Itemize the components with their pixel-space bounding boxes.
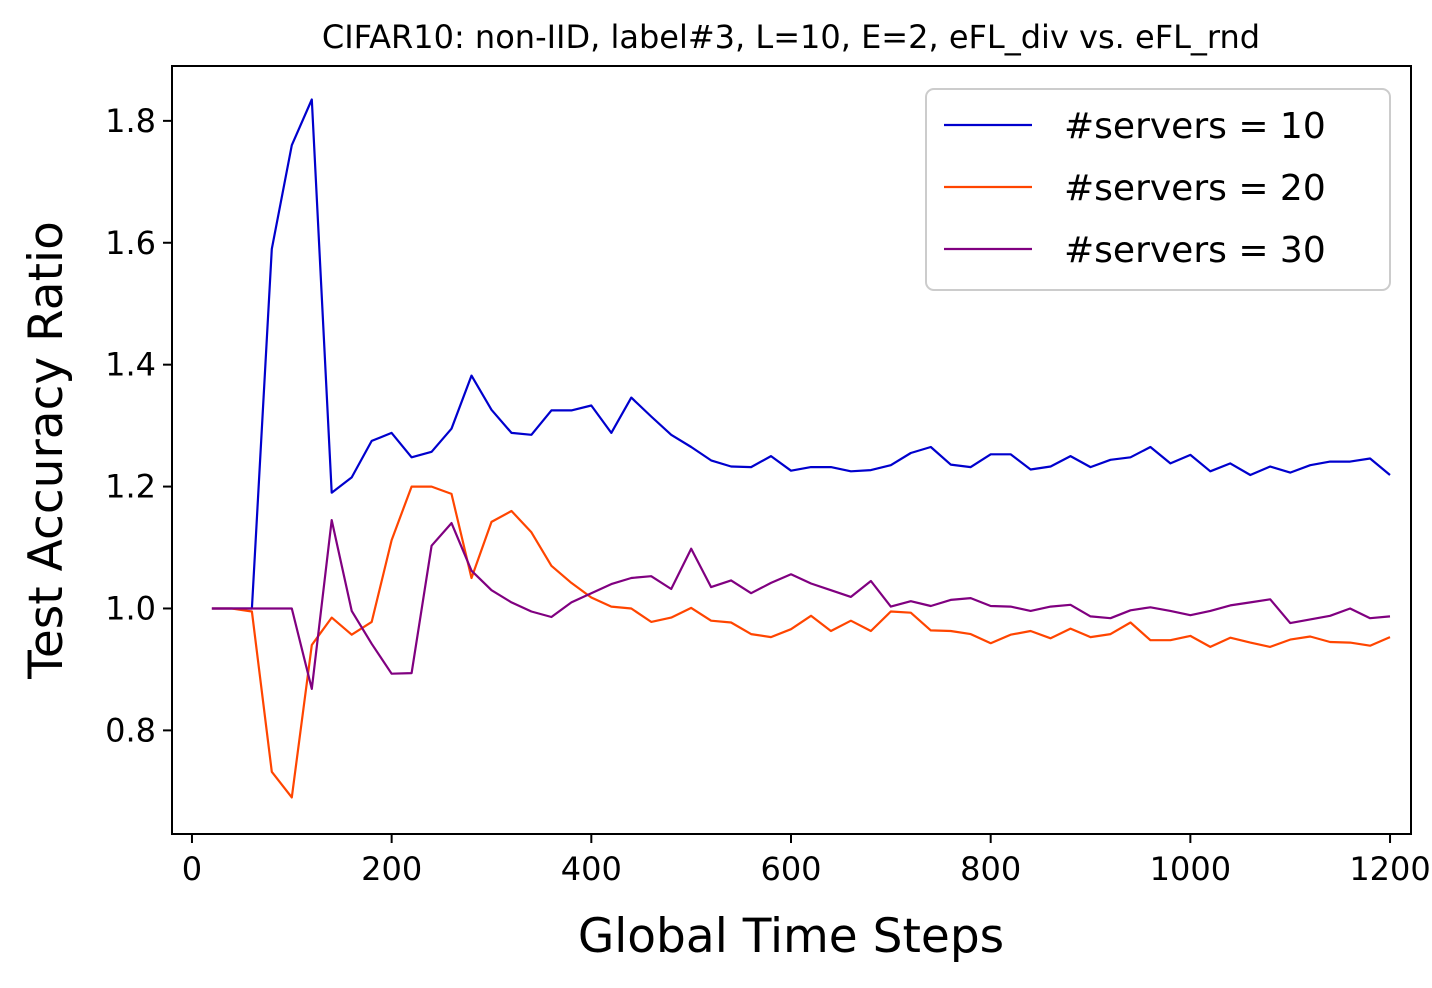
y-tick-label: 1.8: [105, 102, 156, 140]
series-line-2: [211, 485, 1391, 799]
series-lines: [211, 98, 1391, 799]
x-tick-label: 0: [182, 850, 202, 888]
x-axis-label: Global Time Steps: [578, 909, 1004, 964]
legend-label-1: #servers = 10: [1064, 106, 1326, 147]
y-axis-label: Test Accuracy Ratio: [19, 221, 74, 680]
x-tick-label: 200: [361, 850, 422, 888]
legend: #servers = 10 #servers = 20 #servers = 30: [925, 88, 1391, 291]
x-axis: 0 200 400 600 800 1000 1200: [182, 834, 1431, 888]
x-tick-label: 1200: [1349, 850, 1430, 888]
series-line-1: [211, 98, 1391, 610]
chart-title: CIFAR10: non-IID, label#3, L=10, E=2, eF…: [322, 18, 1260, 56]
x-tick-label: 1000: [1150, 850, 1231, 888]
series-line-3: [211, 518, 1391, 691]
y-tick-label: 1.2: [105, 468, 156, 506]
y-tick-label: 0.8: [105, 711, 156, 749]
legend-box: [925, 88, 1391, 291]
legend-label-3: #servers = 30: [1064, 230, 1326, 271]
y-tick-label: 1.0: [105, 589, 156, 627]
y-tick-label: 1.4: [105, 346, 156, 384]
x-tick-label: 600: [760, 850, 821, 888]
x-tick-label: 800: [960, 850, 1021, 888]
x-tick-label: 400: [561, 850, 622, 888]
legend-label-2: #servers = 20: [1064, 168, 1326, 209]
y-tick-label: 1.6: [105, 224, 156, 262]
y-axis: 0.8 1.0 1.2 1.4 1.6 1.8: [105, 102, 172, 749]
